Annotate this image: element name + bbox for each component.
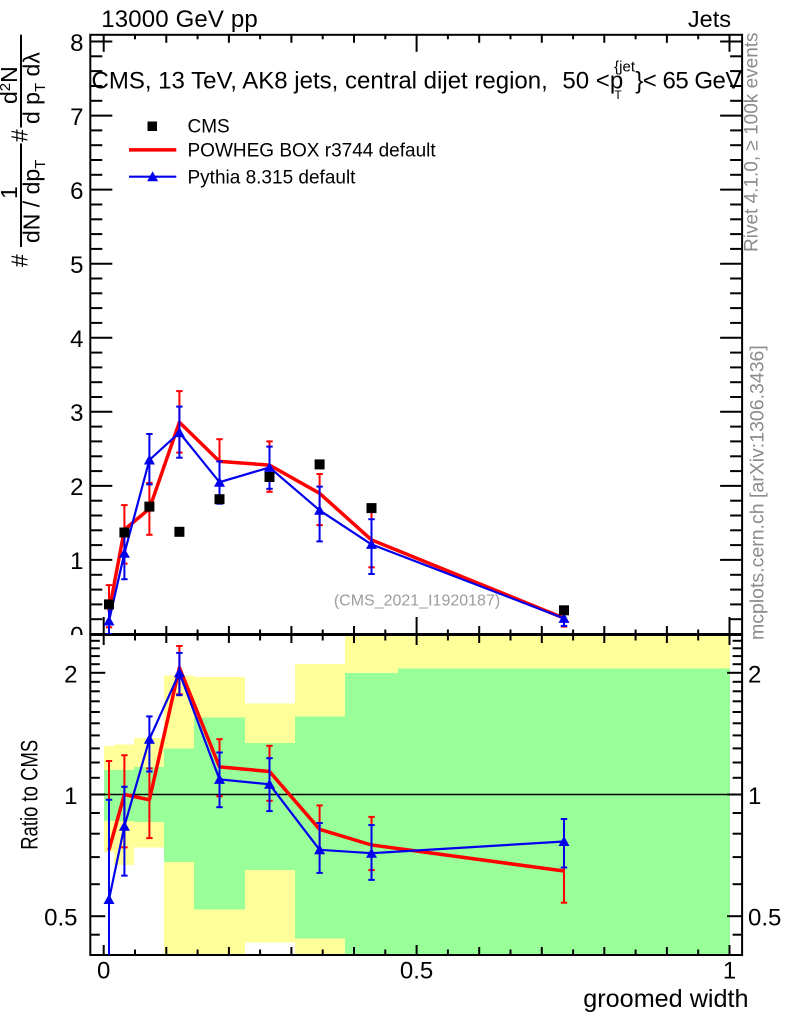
svg-text:6: 6 <box>70 178 83 205</box>
svg-text:Ratio to CMS: Ratio to CMS <box>16 740 43 850</box>
svg-text:Pythia 8.315 default: Pythia 8.315 default <box>188 167 357 188</box>
svg-text:Jets: Jets <box>688 6 731 32</box>
svg-text:0.5: 0.5 <box>44 905 77 932</box>
svg-text:CMS: CMS <box>188 117 230 138</box>
svg-text:1: 1 <box>64 783 77 810</box>
svg-text:mcplots.cern.ch [arXiv:1306.34: mcplots.cern.ch [arXiv:1306.3436] <box>747 345 769 640</box>
svg-text:Rivet 4.1.0, ≥ 100k events: Rivet 4.1.0, ≥ 100k events <box>742 32 763 252</box>
svg-text:0: 0 <box>70 622 83 649</box>
svg-text:0: 0 <box>97 958 110 985</box>
svg-text:13000 GeV pp: 13000 GeV pp <box>101 6 258 33</box>
svg-text:0.5: 0.5 <box>748 905 781 932</box>
svg-text:POWHEG BOX r3744 default: POWHEG BOX r3744 default <box>188 141 437 162</box>
svg-text:#: # <box>7 129 33 142</box>
svg-text:dN / dpT: dN / dpT <box>19 160 50 243</box>
svg-text:1: 1 <box>748 783 761 810</box>
svg-text:0.5: 0.5 <box>400 958 433 985</box>
svg-text:2: 2 <box>64 661 77 688</box>
svg-text:2: 2 <box>70 474 83 501</box>
svg-text:(CMS_2021_I1920187): (CMS_2021_I1920187) <box>334 593 500 610</box>
svg-text:4: 4 <box>70 326 83 353</box>
svg-text:groomed width: groomed width <box>583 985 748 1013</box>
svg-text:2: 2 <box>748 661 761 688</box>
svg-text:8: 8 <box>70 30 83 57</box>
svg-text:#: # <box>7 254 33 267</box>
svg-text:1: 1 <box>723 958 736 985</box>
svg-text:5: 5 <box>70 252 83 279</box>
svg-text:1: 1 <box>0 186 22 199</box>
svg-text:3: 3 <box>70 400 83 427</box>
svg-text:7: 7 <box>70 104 83 131</box>
svg-text:1: 1 <box>70 548 83 575</box>
svg-text:d2N: d2N <box>0 66 22 104</box>
